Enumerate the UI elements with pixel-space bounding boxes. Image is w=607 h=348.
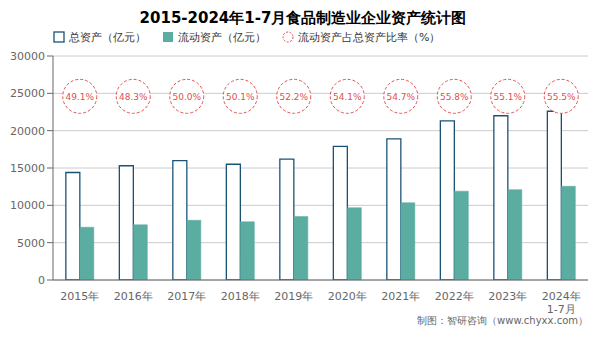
svg-text:2018年: 2018年 (221, 290, 260, 303)
html-text:流动资产占总资产比率（%）: 流动资产占总资产比率（%） (298, 30, 441, 44)
svg-text:55.5%: 55.5% (547, 92, 576, 102)
html-text:总资产（亿元）: 总资产（亿元） (69, 30, 146, 44)
svg-text:2017年: 2017年 (167, 290, 206, 303)
html-text:制图：智研咨询（www.chyxx.com）: 制图：智研咨询（www.chyxx.com） (417, 315, 588, 326)
html-text:流动资产（亿元）: 流动资产（亿元） (178, 30, 266, 44)
svg-text:20000: 20000 (10, 125, 45, 138)
svg-text:2024年1-7月: 2024年1-7月 (542, 290, 581, 314)
html-text:2015-2024年1-7月食品制造业企业资产统计图: 2015-2024年1-7月食品制造业企业资产统计图 (139, 9, 467, 27)
svg-text:2022年: 2022年 (435, 290, 474, 303)
svg-text:54.7%: 54.7% (386, 92, 415, 102)
svg-text:15000: 15000 (10, 162, 45, 175)
svg-text:50.0%: 50.0% (172, 92, 201, 102)
svg-text:2019年: 2019年 (274, 290, 313, 303)
svg-text:30000: 30000 (10, 50, 45, 63)
svg-text:2016年: 2016年 (114, 290, 153, 303)
svg-text:2015年: 2015年 (60, 290, 99, 303)
svg-text:54.1%: 54.1% (333, 92, 362, 102)
svg-text:49.1%: 49.1% (65, 92, 94, 102)
svg-text:55.1%: 55.1% (493, 92, 522, 102)
svg-text:2020年: 2020年 (328, 290, 367, 303)
svg-text:52.2%: 52.2% (279, 92, 308, 102)
svg-text:2021年: 2021年 (381, 290, 420, 303)
svg-text:0: 0 (38, 274, 45, 287)
svg-text:10000: 10000 (10, 199, 45, 212)
svg-text:2023年: 2023年 (488, 290, 527, 303)
svg-text:25000: 25000 (10, 87, 45, 100)
svg-text:5000: 5000 (17, 237, 45, 250)
svg-text:55.8%: 55.8% (440, 92, 469, 102)
svg-text:50.1%: 50.1% (226, 92, 255, 102)
svg-text:48.3%: 48.3% (119, 92, 148, 102)
